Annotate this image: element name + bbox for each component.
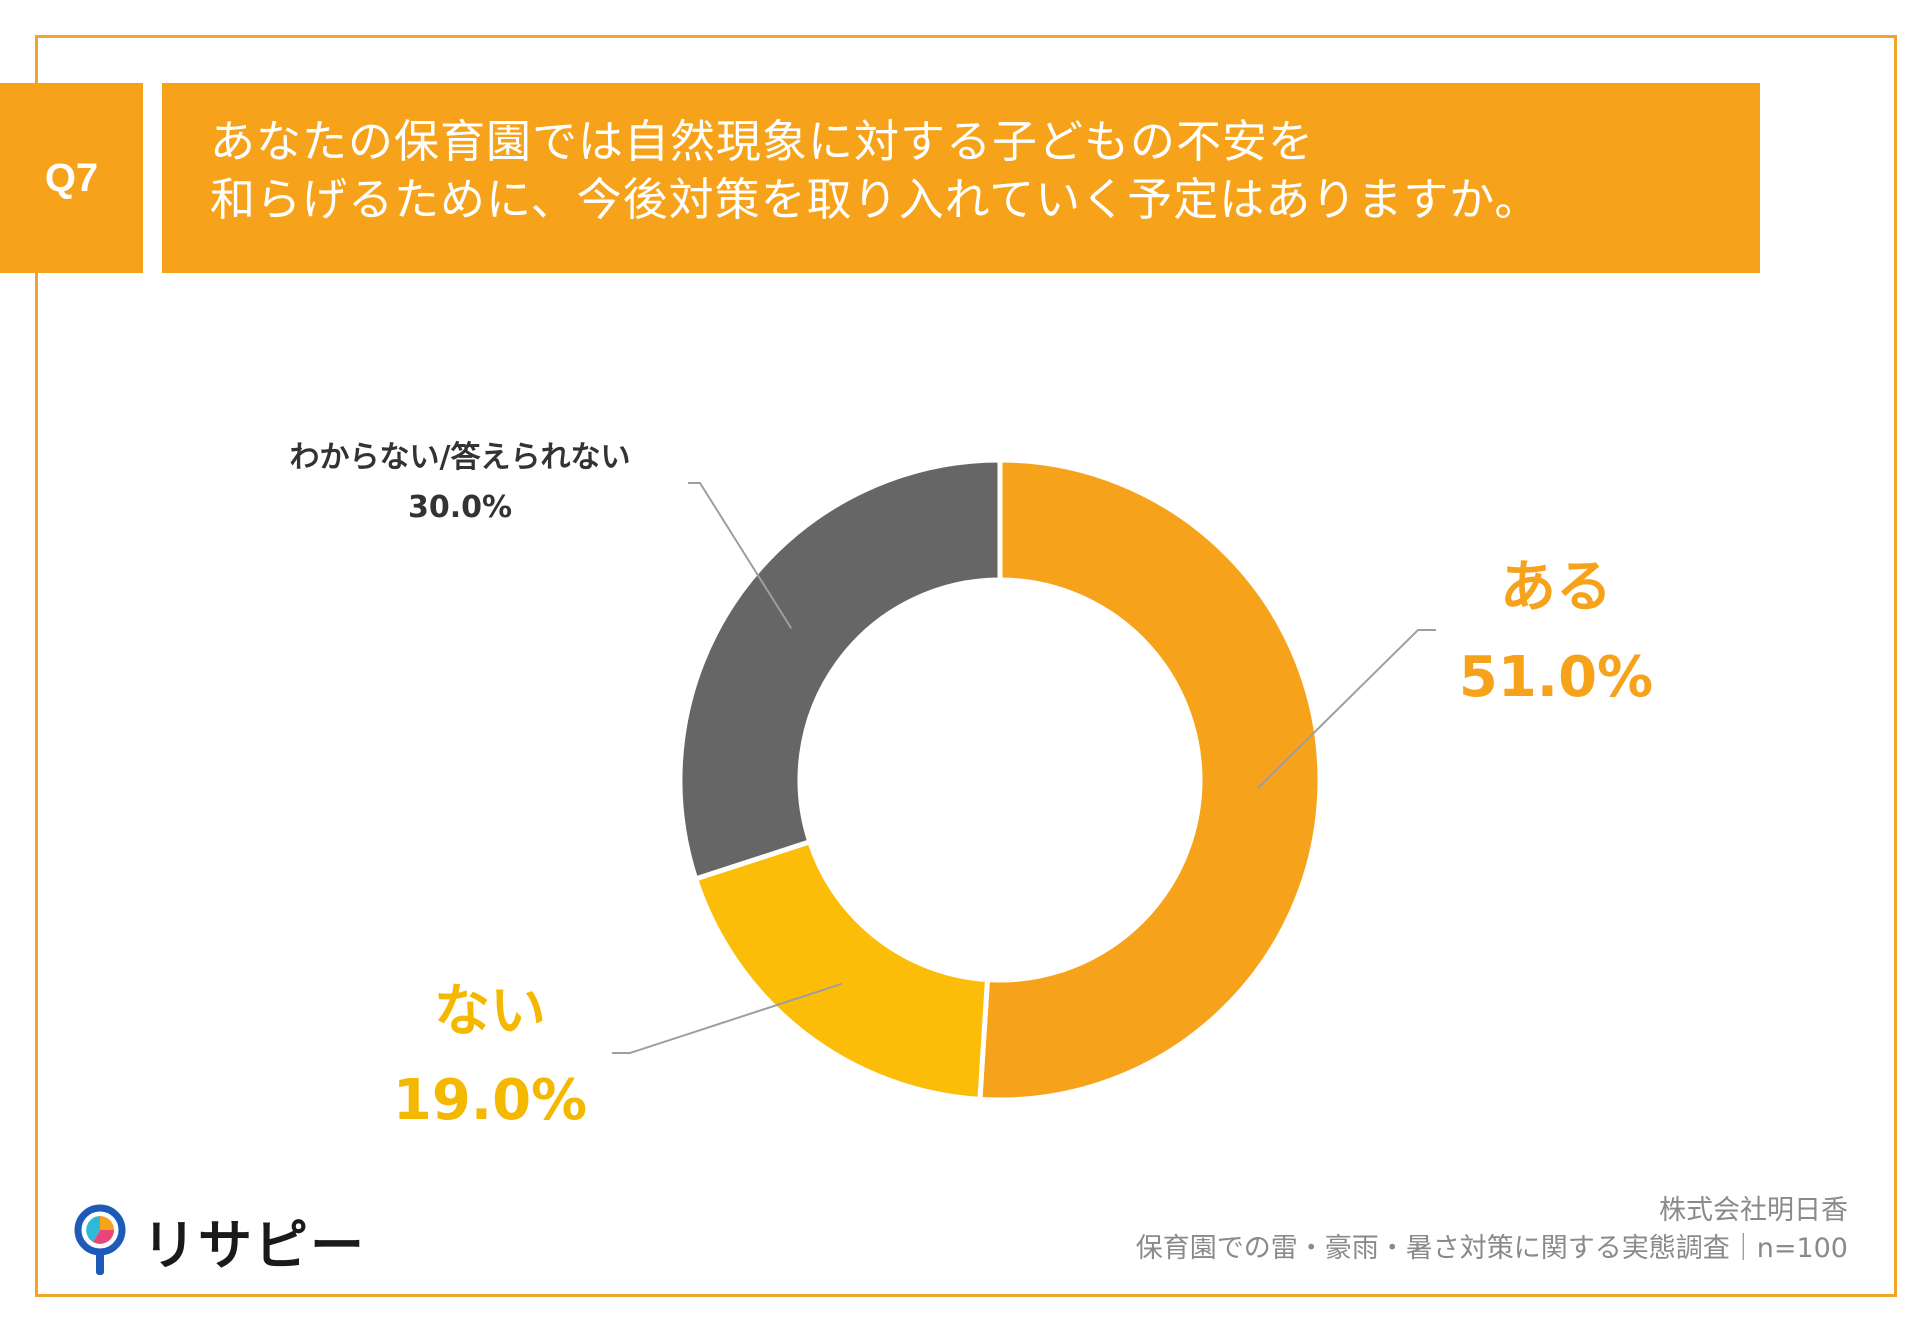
donut-slice-unknown — [677, 457, 1003, 883]
label-nai-category: ない — [434, 979, 546, 1044]
label-unknown-category: わからない/答えられない — [289, 440, 631, 475]
risapy-logo: リサピー — [70, 1200, 366, 1280]
donut-slice-aru — [977, 457, 1323, 1103]
label-nai-value: 19.0% — [392, 1068, 588, 1133]
label-aru-category: ある — [1500, 555, 1612, 620]
label-aru-value: 51.0% — [1458, 645, 1654, 710]
label-unknown-value: 30.0% — [407, 490, 513, 525]
question-title-line1: あなたの保育園では自然現象に対する子どもの不安を — [210, 115, 1315, 168]
leader-line-aru — [1257, 629, 1436, 789]
leader-line-unknown — [688, 482, 793, 629]
chart-frame — [35, 35, 1897, 1297]
logo-text: リサピー — [142, 1213, 366, 1277]
logo-pin-icon — [74, 1204, 126, 1275]
donut-slice-nai — [692, 838, 991, 1103]
question-badge: Q7 — [0, 83, 143, 273]
leader-line-nai — [612, 982, 843, 1054]
source-survey: 保育園での雷・豪雨・暑さ対策に関する実態調査｜n=100 — [1135, 1233, 1848, 1264]
source-company: 株式会社明日香 — [1659, 1195, 1848, 1226]
question-title: あなたの保育園では自然現象に対する子どもの不安を 和らげるために、今後対策を取り… — [162, 83, 1760, 273]
question-title-line2: 和らげるために、今後対策を取り入れていく予定はありますか。 — [210, 173, 1541, 226]
source-note: 株式会社明日香 保育園での雷・豪雨・暑さ対策に関する実態調査｜n=100 — [1136, 1192, 1848, 1268]
